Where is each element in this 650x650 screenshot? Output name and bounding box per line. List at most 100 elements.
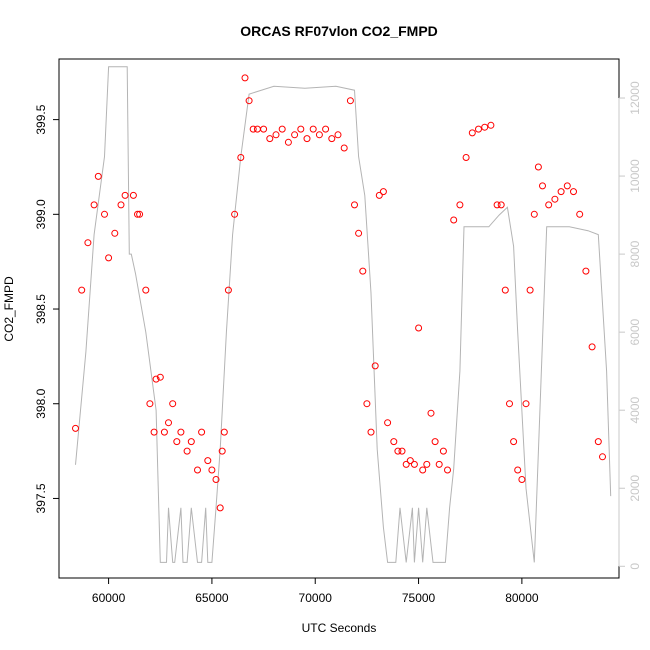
co2-point <box>142 286 150 294</box>
co2-point <box>224 286 232 294</box>
co2-point <box>526 286 534 294</box>
x-tick-label: 75000 <box>402 591 436 605</box>
co2-point <box>423 460 431 468</box>
y-tick-label: 399.0 <box>34 199 48 229</box>
co2-point <box>439 447 447 455</box>
right-tick-label: 12000 <box>628 81 642 115</box>
right-tick-label: 6000 <box>628 318 642 345</box>
co2-point <box>415 324 423 332</box>
co2-point <box>303 135 311 143</box>
co2-point <box>435 460 443 468</box>
y-axis: 397.5 398.0 398.5 399.0 399.5 <box>34 104 60 513</box>
co2-point <box>444 466 451 474</box>
co2-point <box>194 466 201 474</box>
co2-point <box>208 466 216 474</box>
co2-point <box>241 74 249 82</box>
co2-point <box>468 129 476 137</box>
co2-point <box>272 131 280 139</box>
right-tick-label: 2000 <box>628 475 642 502</box>
co2-point <box>136 210 144 218</box>
co2-point <box>450 216 458 224</box>
co2-point <box>371 362 379 370</box>
co2-point <box>94 172 102 180</box>
co2-point <box>309 125 317 133</box>
y-tick-label: 398.0 <box>34 388 48 418</box>
co2-point <box>328 135 336 143</box>
co2-point <box>160 428 168 436</box>
co2-point <box>334 131 342 139</box>
x-axis: 60000 65000 70000 75000 80000 <box>92 577 539 605</box>
co2-point <box>534 163 542 171</box>
co2-point <box>530 210 538 218</box>
co2-point <box>419 466 427 474</box>
co2-point <box>121 191 129 199</box>
co2-point <box>522 400 530 408</box>
y-axis-label: CO2_FMPD <box>2 276 16 342</box>
x-tick-label: 60000 <box>92 591 126 605</box>
co2-point <box>582 267 590 275</box>
y-tick-label: 399.5 <box>34 104 48 134</box>
co2-point <box>129 191 137 199</box>
co2-point <box>134 210 141 218</box>
co2-point <box>406 457 414 465</box>
co2-point <box>506 400 513 408</box>
co2-point <box>594 438 602 446</box>
co2-point <box>570 188 577 196</box>
right-tick-label: 8000 <box>628 240 642 267</box>
co2-point <box>514 466 522 474</box>
right-tick-label: 4000 <box>628 397 642 424</box>
co2-point <box>394 447 402 455</box>
co2-point <box>291 131 299 139</box>
co2-point <box>297 125 305 133</box>
co2-point <box>173 438 181 446</box>
co2-point <box>557 188 565 196</box>
co2-point <box>183 447 191 455</box>
altitude-line <box>75 66 612 563</box>
co2-point <box>169 400 177 408</box>
co2-point <box>456 201 464 209</box>
co2-point <box>481 123 489 131</box>
co2-point <box>237 154 245 161</box>
co2-point <box>187 438 195 446</box>
co2-point <box>384 419 392 427</box>
co2-point <box>146 400 154 408</box>
co2-point <box>218 447 226 455</box>
co2-point <box>117 201 125 209</box>
co2-point <box>518 476 526 483</box>
co2-series <box>72 74 606 512</box>
co2-point <box>231 210 239 218</box>
co2-point <box>410 460 418 468</box>
co2-point <box>216 504 224 512</box>
x-tick-label: 65000 <box>195 591 229 605</box>
co2-point <box>84 239 92 247</box>
co2-point <box>398 447 406 455</box>
x-tick-label: 70000 <box>299 591 333 605</box>
co2-point <box>198 428 206 436</box>
co2-point <box>402 460 410 468</box>
y-tick-label: 397.5 <box>34 483 48 513</box>
co2-point <box>245 97 253 105</box>
co2-point <box>487 121 495 129</box>
co2-point <box>111 229 119 237</box>
co2-point <box>346 97 354 105</box>
co2-point <box>390 438 398 446</box>
co2-point <box>551 195 559 203</box>
co2-point <box>379 188 387 196</box>
co2-point <box>322 125 330 133</box>
co2-point <box>359 267 367 275</box>
x-tick-label: 80000 <box>505 591 539 605</box>
altitude-series <box>75 66 612 563</box>
co2-point <box>72 424 79 432</box>
co2-point <box>431 438 439 446</box>
co2-point <box>475 125 482 133</box>
co2-point <box>90 201 98 209</box>
co2-point <box>462 154 470 161</box>
co2-point <box>156 373 164 381</box>
co2-point <box>351 201 358 209</box>
co2-point <box>493 201 501 209</box>
co2-point <box>340 144 348 152</box>
co2-point <box>375 191 383 199</box>
co2-point <box>427 409 435 417</box>
co2-point <box>599 453 606 461</box>
